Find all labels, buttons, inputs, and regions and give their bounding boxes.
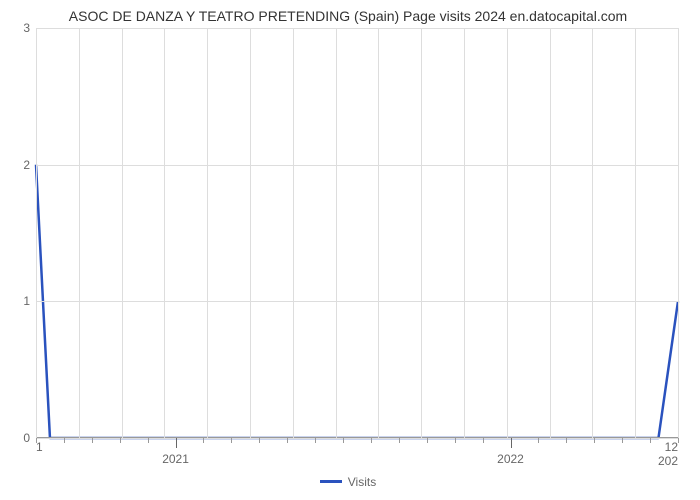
x-tick-minor (371, 438, 372, 443)
x-tick-label: 2022 (497, 452, 524, 466)
grid-line-h (36, 301, 678, 302)
x-tick-minor (622, 438, 623, 443)
grid-line-v (635, 28, 636, 438)
grid-line-v (507, 28, 508, 438)
x-tick-minor (343, 438, 344, 443)
x-tick-minor (678, 438, 679, 443)
grid-line-h (36, 438, 678, 439)
x-tick-minor (315, 438, 316, 443)
x-tick-minor (203, 438, 204, 443)
grid-line-v (378, 28, 379, 438)
grid-line-v (421, 28, 422, 438)
x-tick-minor (259, 438, 260, 443)
legend-swatch (320, 480, 342, 483)
x-tick-label: 2021 (162, 452, 189, 466)
grid-line-v (336, 28, 337, 438)
x-tick-minor (483, 438, 484, 443)
grid-line-v (250, 28, 251, 438)
y-tick-label: 0 (23, 431, 30, 445)
x-tick-minor (566, 438, 567, 443)
grid-line-v (207, 28, 208, 438)
y-tick-label: 3 (23, 21, 30, 35)
grid-line-v (464, 28, 465, 438)
x-tick-minor (399, 438, 400, 443)
grid-line-h (36, 28, 678, 29)
grid-line-v (550, 28, 551, 438)
x-tick-minor (427, 438, 428, 443)
x-tick-minor (455, 438, 456, 443)
chart-title: ASOC DE DANZA Y TEATRO PRETENDING (Spain… (8, 8, 688, 24)
grid-line-v (36, 28, 37, 438)
x-edge-label-left: 1 (36, 440, 43, 454)
line-series-layer (36, 28, 678, 438)
grid-line-v (678, 28, 679, 438)
grid-line-v (164, 28, 165, 438)
y-tick-label: 2 (23, 158, 30, 172)
x-tick-minor (287, 438, 288, 443)
x-tick-minor (148, 438, 149, 443)
x-tick-minor (120, 438, 121, 443)
x-edge-label-right: 12 202 (658, 440, 678, 468)
x-tick-minor (231, 438, 232, 443)
y-tick-label: 1 (23, 294, 30, 308)
plot-inner: 012320212022112 202 (36, 28, 678, 438)
chart-container: ASOC DE DANZA Y TEATRO PRETENDING (Spain… (0, 0, 700, 500)
x-tick-minor (64, 438, 65, 443)
x-tick-minor (92, 438, 93, 443)
plot-area: 012320212022112 202 (36, 28, 678, 438)
legend: Visits (8, 474, 688, 489)
x-tick-major (176, 438, 177, 448)
legend-label: Visits (348, 475, 376, 489)
grid-line-v (592, 28, 593, 438)
x-tick-minor (650, 438, 651, 443)
grid-line-v (79, 28, 80, 438)
grid-line-v (293, 28, 294, 438)
x-tick-minor (594, 438, 595, 443)
grid-line-h (36, 165, 678, 166)
x-tick-major (511, 438, 512, 448)
x-tick-minor (538, 438, 539, 443)
grid-line-v (122, 28, 123, 438)
